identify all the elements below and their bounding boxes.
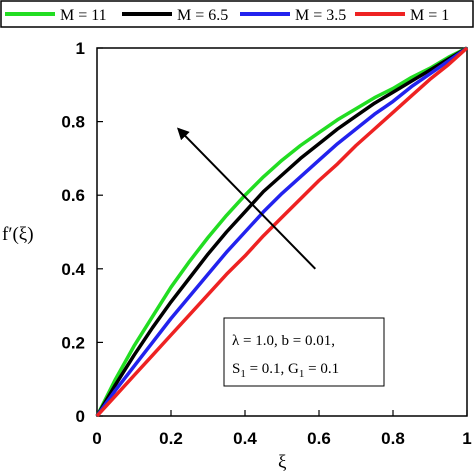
legend: M = 11 M = 6.5 M = 3.5 M = 1 [0,0,474,28]
legend-label-m1: M = 1 [410,7,449,24]
y-tick-label: 1 [76,39,85,58]
x-axis-label: ξ [278,452,287,473]
annotation-g-subscript: 1 [299,368,305,380]
y-tick-label: 0 [76,407,85,426]
series-line-m-11 [95,46,468,417]
annotation-end: = 0.1 [304,361,339,377]
annotation-s-subscript: 1 [240,368,246,380]
y-tick-label: 0.6 [61,186,85,205]
x-tick-label: 0.8 [381,429,405,448]
x-tick-label: 0.4 [233,429,257,448]
x-tick-label: 0.2 [159,429,183,448]
annotation-mid: = 0.1, G [246,361,299,377]
x-tick-label: 0 [92,429,101,448]
annotation-frame [223,317,385,387]
legend-label-m11: M = 11 [60,7,107,24]
annotation-line-2: S1 = 0.1, G1 = 0.1 [232,361,339,380]
series-group [95,46,469,418]
plot-frame [96,47,468,417]
x-tick-label: 0.6 [307,429,331,448]
parameter-annotation: λ = 1.0, b = 0.01, S1 = 0.1, G1 = 0.1 [223,317,385,387]
x-tick-label: 1 [462,429,471,448]
ticks: 0 0.2 0.4 0.6 0.8 1 0 0.2 0.4 0.6 0.8 1 [61,39,471,448]
series-line-m-6-5 [95,46,468,417]
series-line-m-3-5 [95,46,469,418]
annotation-s: S [232,361,240,377]
y-tick-label: 0.2 [61,333,85,352]
legend-label-m6-5: M = 6.5 [177,7,228,24]
y-tick-label: 0.4 [61,260,85,279]
trend-arrow [177,127,317,270]
annotation-line-1: λ = 1.0, b = 0.01, [232,333,335,349]
series-line-m-1 [95,46,469,418]
legend-label-m3-5: M = 3.5 [295,7,346,24]
y-tick-label: 0.8 [61,113,85,132]
y-axis-label: f′(ξ) [2,224,34,245]
